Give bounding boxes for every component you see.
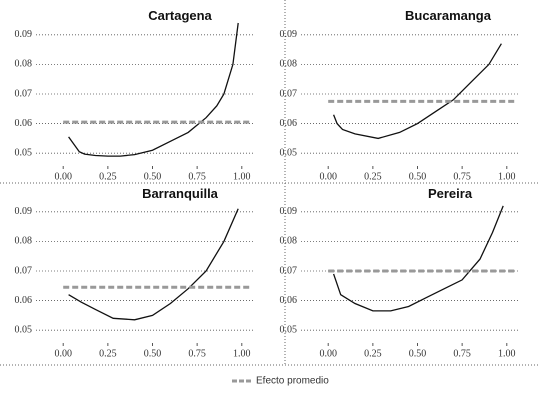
y-tick-label: 0.05 [15,147,33,158]
x-tick-label: 0.75 [453,348,471,359]
y-tick-label: 0.06 [15,295,33,306]
x-tick-label: 0.50 [144,171,162,182]
x-tick-label: 1.00 [498,348,516,359]
x-tick-label: 0.50 [144,348,162,359]
x-tick-label: 0.00 [54,171,72,182]
x-tick-label: 0.00 [319,171,337,182]
x-tick-label: 1.00 [233,348,251,359]
panel-title: Cartagena [148,8,212,23]
y-tick-label: 0.09 [15,206,33,217]
line [332,43,502,140]
x-tick-label: 0.75 [453,171,471,182]
y-tick-label: 0.08 [15,59,33,70]
legend-label: Efecto promedio [256,376,329,387]
x-tick-label: 1.00 [233,171,251,182]
line [68,22,239,157]
panel-title: Pereira [428,186,473,201]
x-tick-label: 0.00 [54,348,72,359]
y-tick-label: 0.06 [280,295,298,306]
x-tick-label: 0.25 [99,348,117,359]
y-tick-label: 0.08 [280,59,298,70]
x-tick-label: 0.00 [319,348,337,359]
x-tick-label: 0.75 [188,171,206,182]
y-tick-label: 0.05 [280,147,298,158]
x-tick-label: 0.50 [409,348,427,359]
y-tick-label: 0.07 [15,265,33,276]
y-tick-label: 0.07 [280,88,298,99]
x-tick-label: 1.00 [498,171,516,182]
x-tick-label: 0.25 [99,171,117,182]
x-tick-label: 0.25 [364,348,382,359]
panel-title: Barranquilla [142,186,219,201]
y-tick-label: 0.07 [280,265,298,276]
panel-title: Bucaramanga [405,8,492,23]
y-tick-label: 0.08 [280,236,298,247]
y-tick-label: 0.06 [15,118,33,129]
y-tick-label: 0.09 [280,206,298,217]
x-tick-label: 0.75 [188,348,206,359]
y-tick-label: 0.09 [15,29,33,40]
y-tick-label: 0.08 [15,236,33,247]
y-tick-label: 0.07 [15,88,33,99]
x-tick-label: 0.25 [364,171,382,182]
line [68,208,239,321]
y-tick-label: 0.06 [280,118,298,129]
y-tick-label: 0.05 [280,324,298,335]
y-tick-label: 0.05 [15,324,33,335]
x-tick-label: 0.50 [409,171,427,182]
y-tick-label: 0.09 [280,29,298,40]
line [332,205,504,312]
